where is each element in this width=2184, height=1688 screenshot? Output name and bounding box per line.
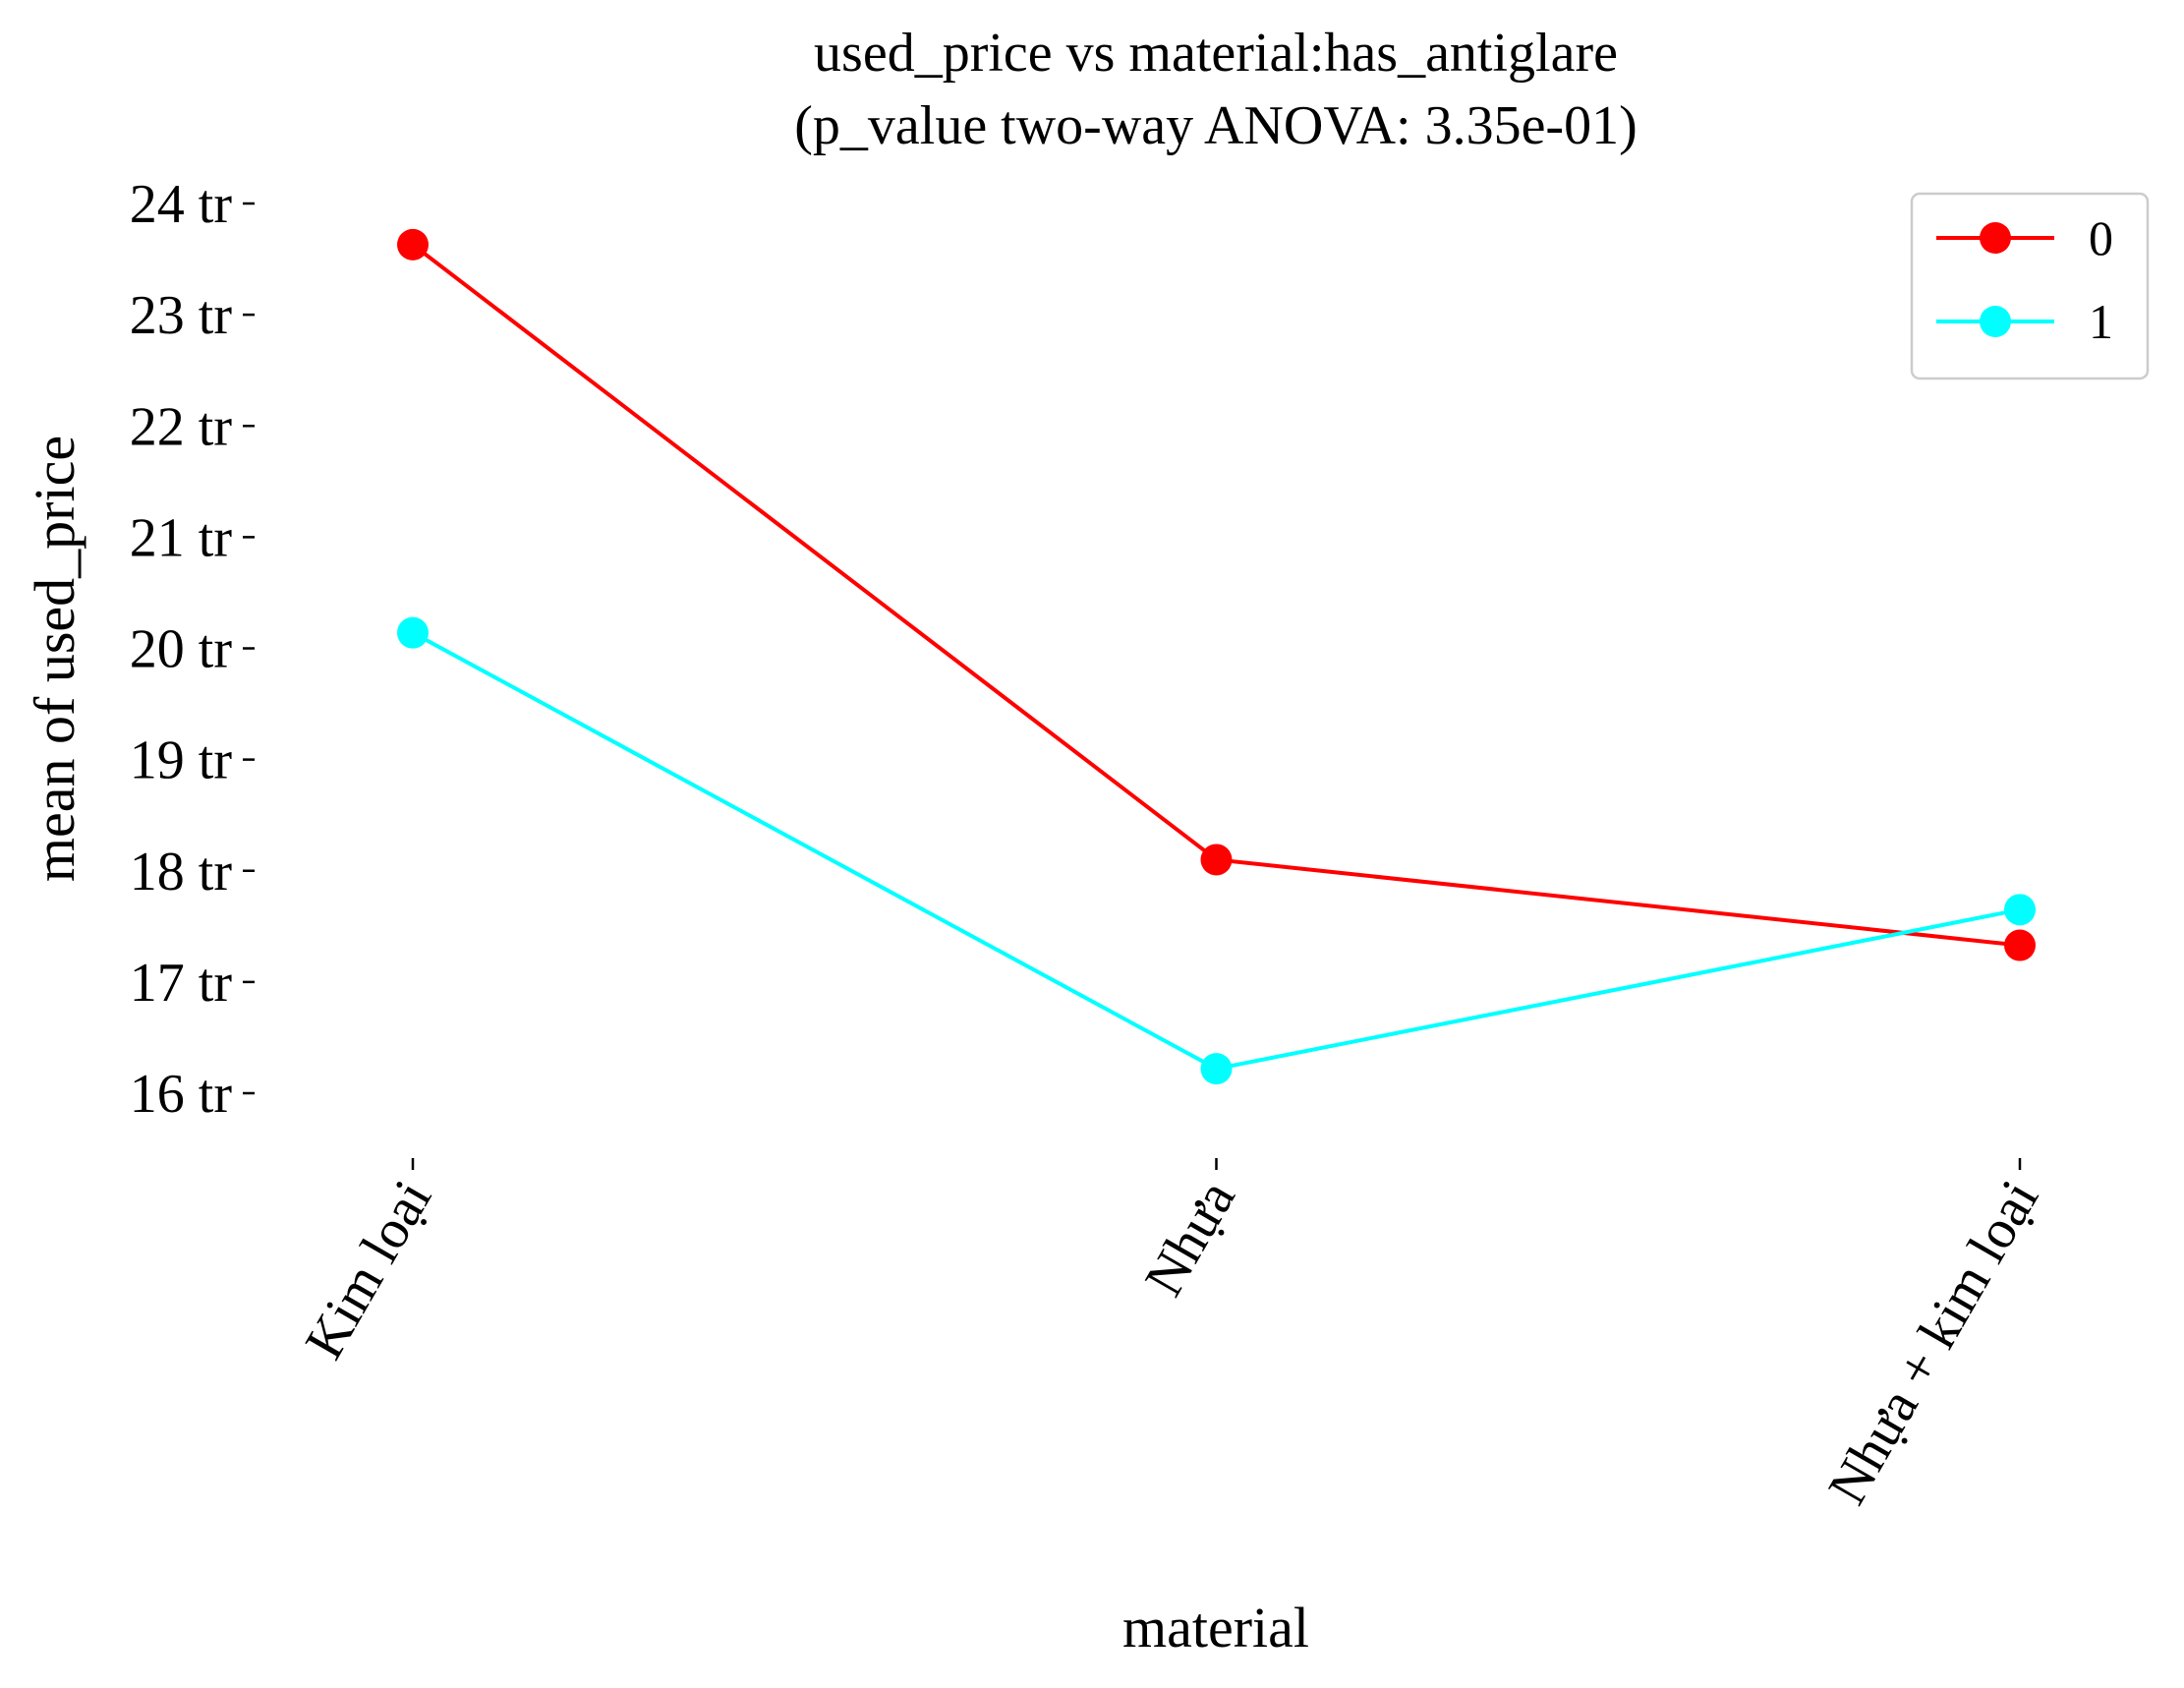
x-tick-label: Nhựa + kim loại (1816, 1171, 2050, 1515)
y-tick-label: 21 tr (130, 507, 233, 568)
x-tick-label: Kim loại (294, 1171, 443, 1369)
x-tick-label: Nhựa (1133, 1170, 1247, 1306)
chart-subtitle: (p_value two-way ANOVA: 3.35e-01) (794, 95, 1637, 156)
legend-swatch-marker (1980, 222, 2011, 254)
y-axis-label: mean of used_price (23, 436, 86, 882)
legend-label: 1 (2089, 294, 2113, 349)
y-axis-ticks: 16 tr 17 tr 18 tr 19 tr 20 tr 21 tr 22 tr 23 tr… (130, 174, 255, 1125)
series-1-point (1200, 1053, 1233, 1085)
y-tick-label: 23 tr (130, 285, 233, 346)
y-tick-label: 22 tr (130, 396, 233, 457)
legend: 01 (1910, 192, 2150, 380)
y-tick-label: 24 tr (130, 174, 233, 235)
series-1-point (397, 616, 429, 649)
series-0-line (411, 243, 2021, 948)
series-0-point (2004, 929, 2036, 961)
x-axis-ticks: Kim loại Nhựa Nhựa + kim loại (294, 1158, 2050, 1514)
legend-label: 0 (2089, 210, 2113, 265)
y-tick-label: 17 tr (130, 953, 233, 1014)
series-0-point (397, 228, 429, 261)
y-tick-label: 19 tr (130, 730, 233, 791)
legend-swatch-marker (1980, 306, 2011, 337)
x-axis-label: material (1122, 1596, 1309, 1659)
chart-title: used_price vs material:has_antiglare (814, 23, 1618, 84)
y-tick-label: 18 tr (130, 842, 233, 902)
y-tick-label: 20 tr (130, 619, 233, 680)
series-layer (397, 228, 2036, 1085)
y-tick-label: 16 tr (130, 1064, 233, 1125)
series-1-point (2004, 894, 2036, 926)
series-0-point (1200, 844, 1233, 876)
